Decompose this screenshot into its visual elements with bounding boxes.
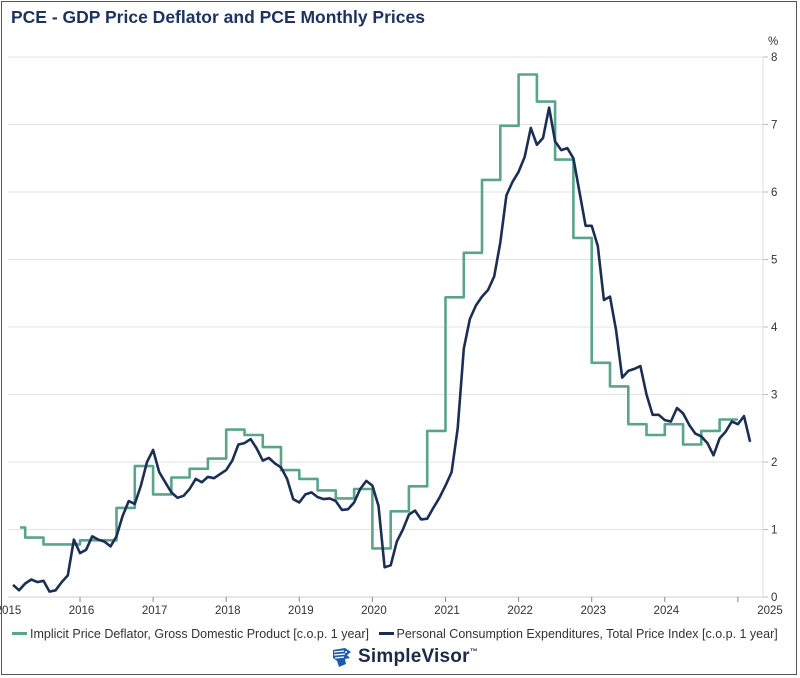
y-tick-label: 1 [771,525,777,537]
y-tick-label: 8 [771,52,777,64]
series-line-gdp-deflator [20,73,738,550]
legend-item-gdp-deflator[interactable]: Implicit Price Deflator, Gross Domestic … [12,627,369,641]
legend-swatch-pce [378,632,394,636]
chart-title: PCE - GDP Price Deflator and PCE Monthly… [11,7,425,27]
y-tick-label: 5 [771,255,777,267]
x-tick-label: 2017 [142,605,168,617]
legend[interactable]: Implicit Price Deflator, Gross Domestic … [12,627,784,641]
gridlines [8,56,763,598]
y-tick-label: 4 [771,322,778,334]
legend-item-pce[interactable]: Personal Consumption Expenditures, Total… [378,627,778,641]
y-axis-unit-label: % [768,36,778,48]
y-tick-label: 0 [771,592,777,604]
x-tick-label: 2024 [654,605,680,617]
series-lines [12,73,752,593]
x-tick-label: 2015 [0,605,21,617]
x-tick-label: 2020 [361,605,387,617]
x-tick-label: 2023 [580,605,606,617]
x-tick-label: 2021 [434,605,460,617]
x-tick-label: 2018 [215,605,241,617]
x-tick-label: 2025 [757,605,783,617]
legend-swatch-gdp-deflator [12,632,27,636]
legend-label-pce: Personal Consumption Expenditures, Total… [396,627,778,641]
eagle-head-icon [333,648,351,667]
simplevisor-logo: SimpleVisor ™ [331,646,478,668]
y-tick-label: 6 [771,187,777,199]
axes: 0 1 2 3 4 5 6 7 8 2015 2016 2017 2018 2019 2020 2021 202… [0,52,783,617]
y-tick-label: 7 [771,120,777,132]
x-tick-label: 2019 [288,605,314,617]
logo-trademark: ™ [469,646,478,656]
legend-label-gdp-deflator: Implicit Price Deflator, Gross Domestic … [30,627,370,641]
y-tick-label: 3 [771,390,777,402]
x-tick-label: 2022 [507,605,533,617]
logo-wordmark: SimpleVisor [358,646,470,667]
series-line-pce [12,106,752,593]
x-tick-label: 2016 [69,605,95,617]
y-tick-label: 2 [771,457,777,469]
